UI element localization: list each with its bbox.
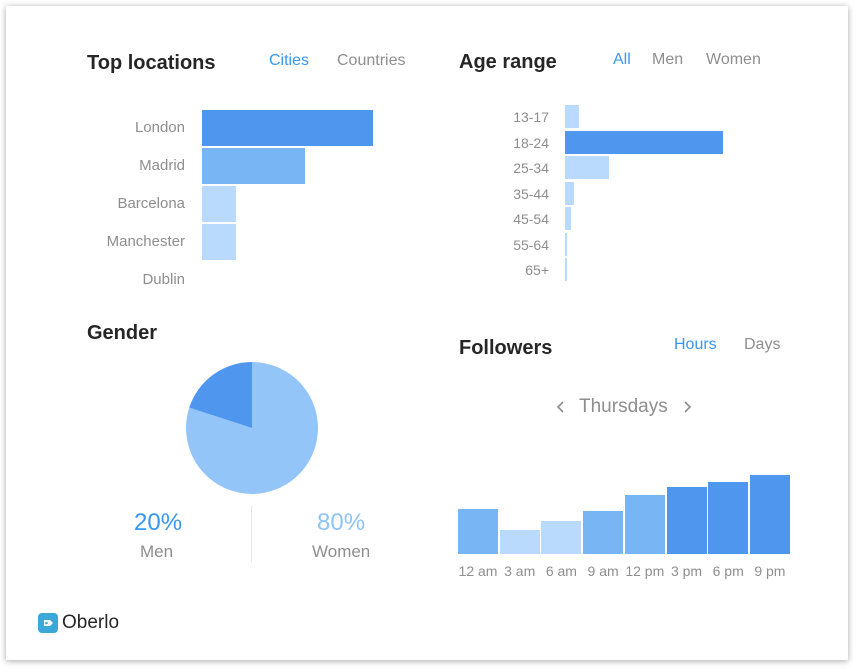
age-label: 45-54 xyxy=(513,211,549,227)
followers-bar xyxy=(708,482,749,554)
women-label: Women xyxy=(312,542,371,561)
tab-hours[interactable]: Hours xyxy=(674,336,717,353)
followers-bar xyxy=(624,495,665,554)
age-label: 18-24 xyxy=(513,134,549,151)
followers-tick-label: 9 pm xyxy=(754,563,786,579)
followers-bar xyxy=(666,487,707,554)
gender-title: Gender xyxy=(87,322,158,344)
age-bar xyxy=(565,130,723,154)
chevron-left-icon[interactable] xyxy=(555,400,567,414)
age-bar xyxy=(565,258,567,281)
age-bar xyxy=(565,207,571,230)
location-bar xyxy=(202,110,373,146)
followers-tick-label: 6 pm xyxy=(712,563,744,579)
gender-pie-chart xyxy=(186,362,318,494)
followers-tick-label: 3 am xyxy=(504,563,536,579)
age-label: 25-34 xyxy=(513,160,549,176)
followers-tick-label: 3 pm xyxy=(670,563,703,579)
followers-bar xyxy=(749,475,790,554)
followers-tick-label: 9 am xyxy=(587,563,619,579)
tab-men[interactable]: Men xyxy=(652,51,684,68)
location-bar xyxy=(202,224,236,260)
followers-bar xyxy=(541,521,582,554)
location-label: Barcelona xyxy=(117,195,185,212)
men-percent: 20% xyxy=(134,509,183,536)
location-label: Madrid xyxy=(139,157,185,174)
location-bar xyxy=(202,148,305,184)
age-label: 13-17 xyxy=(513,109,549,125)
chevron-right-icon[interactable] xyxy=(681,400,693,414)
followers-bar xyxy=(458,509,498,554)
tab-cities[interactable]: Cities xyxy=(269,52,310,69)
age-label: 65+ xyxy=(525,262,549,278)
followers-tick-label: 12 pm xyxy=(625,563,665,579)
age-bar xyxy=(565,232,567,256)
tab-women[interactable]: Women xyxy=(706,51,761,68)
location-label: London xyxy=(134,119,185,136)
location-label: Dublin xyxy=(142,271,185,288)
tab-countries[interactable]: Countries xyxy=(337,52,406,69)
tab-all[interactable]: All xyxy=(613,51,631,68)
pie-slice-men xyxy=(189,362,252,428)
age-bar xyxy=(565,105,579,128)
insights-card xyxy=(6,6,848,660)
day-selector-label: Thursdays xyxy=(579,396,668,417)
age-label: 55-64 xyxy=(513,236,549,253)
followers-bar xyxy=(583,511,624,554)
age-bar xyxy=(565,181,574,205)
brand-name: Oberlo xyxy=(62,612,120,633)
men-label: Men xyxy=(140,542,174,561)
followers-title: Followers xyxy=(459,337,553,359)
gender-divider xyxy=(251,506,252,562)
age-range-title: Age range xyxy=(459,51,557,73)
tag-logo-icon xyxy=(38,613,58,633)
location-bar xyxy=(202,186,236,222)
followers-tick-label: 6 am xyxy=(545,563,577,579)
location-label: Manchester xyxy=(106,233,185,250)
age-bar xyxy=(565,156,609,179)
women-percent: 80% xyxy=(317,509,366,536)
followers-tick-label: 12 am xyxy=(458,563,498,579)
age-label: 35-44 xyxy=(513,185,549,202)
followers-bar xyxy=(499,530,540,554)
top-locations-title: Top locations xyxy=(87,52,216,74)
tab-days[interactable]: Days xyxy=(744,336,781,353)
